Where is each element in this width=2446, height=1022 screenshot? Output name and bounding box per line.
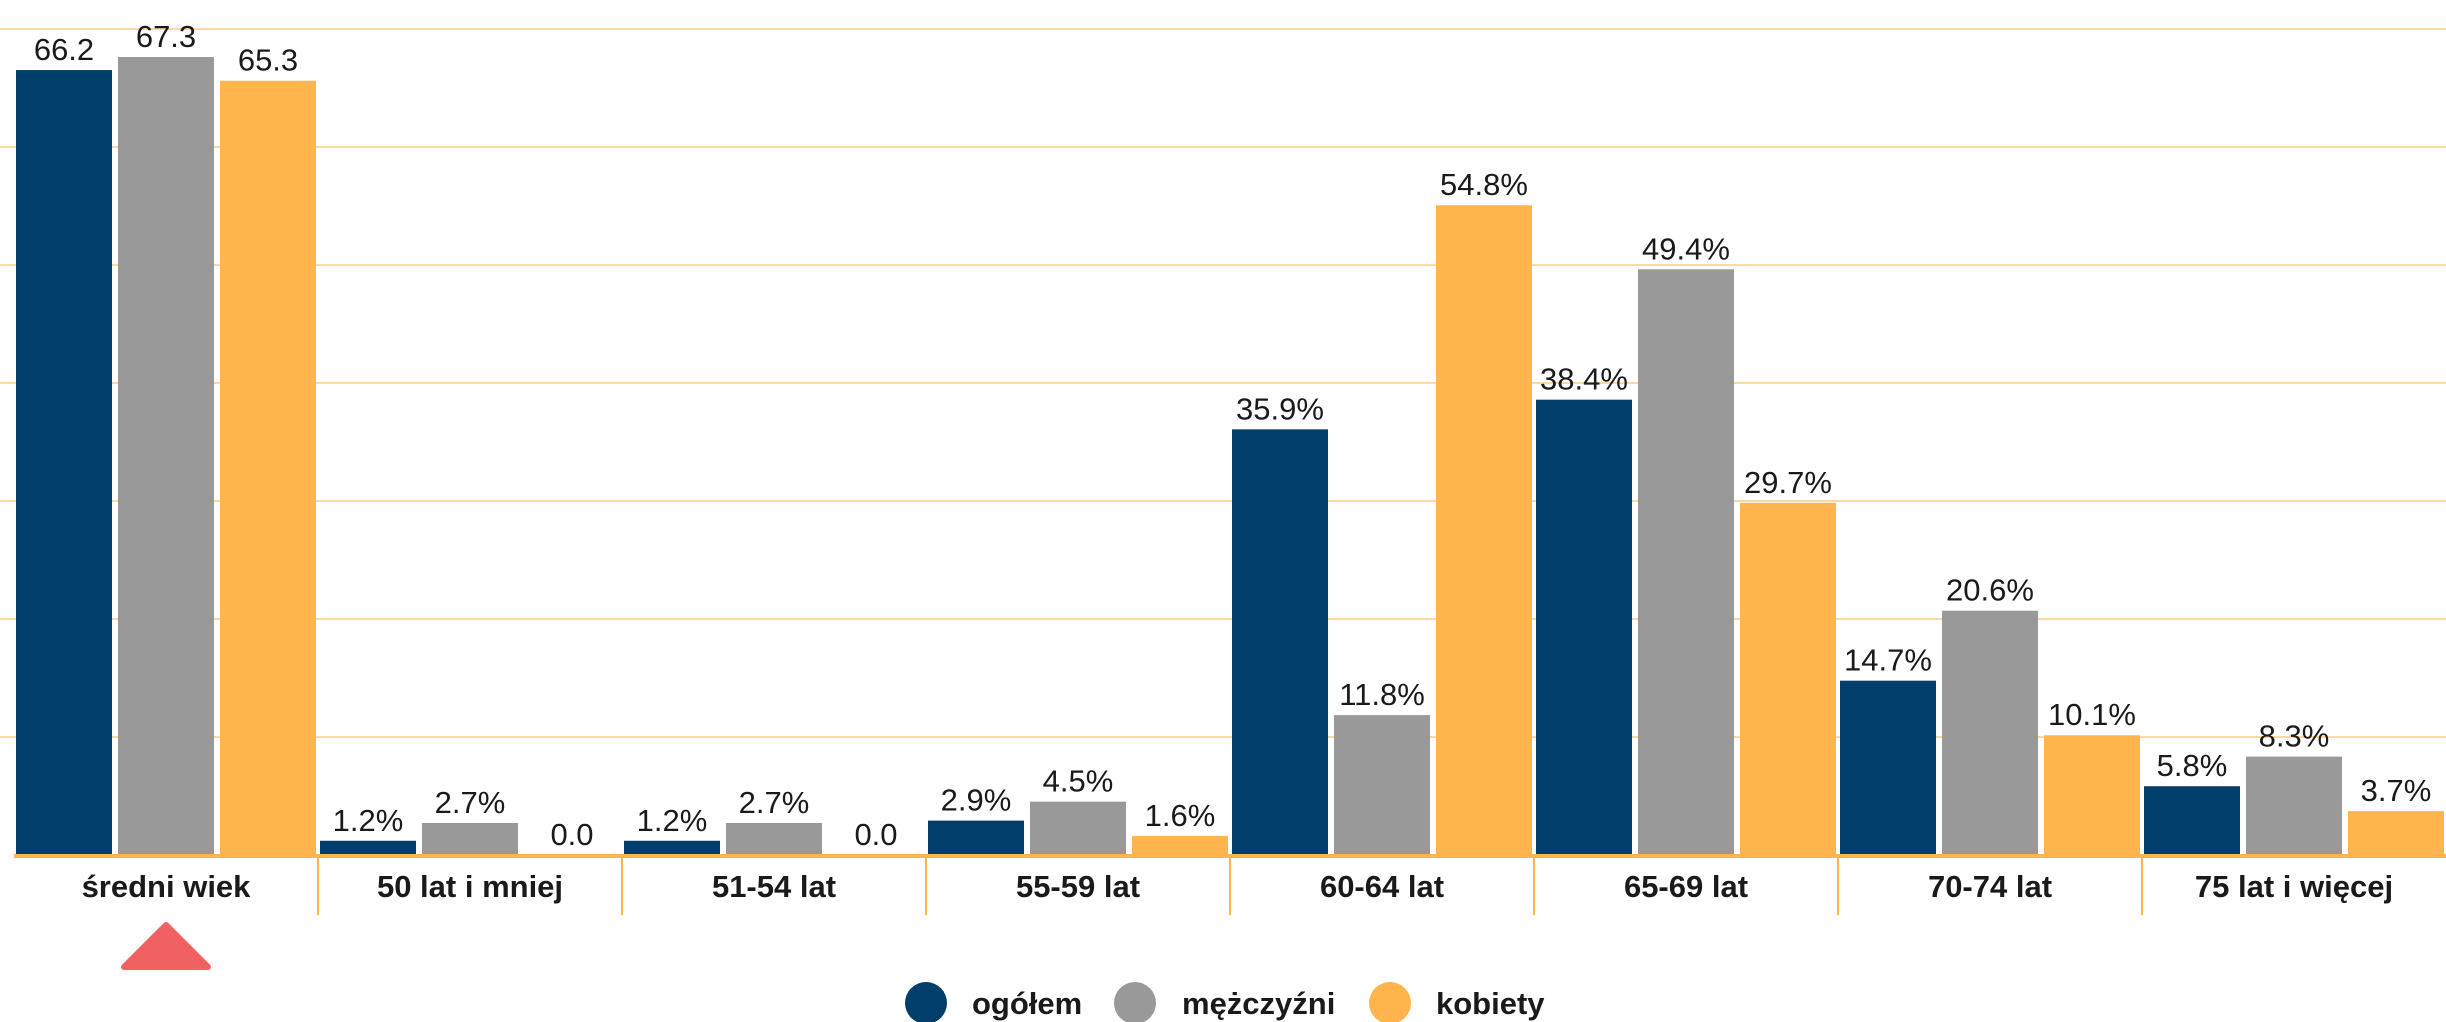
value-label: 2.7%: [435, 785, 506, 820]
bar-ogółem-2: [624, 840, 720, 855]
category-labels: średni wiek 50 lat i mniej 51-54 lat 55-59 …: [82, 869, 2394, 904]
bar-ogółem-0: [16, 70, 112, 856]
bar-kobiety-6: [2044, 735, 2140, 855]
gridlines: [0, 28, 2446, 738]
bar-mężczyźni-2: [726, 822, 822, 855]
value-labels: 66.2 67.3 65.3 1.2% 2.7% 0.0 1.2% 2.7% 0.0 2.9% 4.…: [34, 19, 2432, 852]
value-label: 3.7%: [2361, 773, 2432, 808]
value-label: 11.8%: [1339, 677, 1425, 712]
value-label: 66.2: [34, 32, 94, 67]
category-label: 51-54 lat: [712, 869, 836, 904]
bar-mężczyźni-5: [1638, 269, 1734, 855]
bar-kobiety-3: [1132, 836, 1228, 855]
bar-mężczyźni-0: [118, 57, 214, 856]
legend-label: mężczyźni: [1182, 986, 1335, 1021]
legend: ogółem mężczyźni kobiety: [905, 982, 1545, 1022]
marker: [121, 922, 211, 970]
value-label: 14.7%: [1844, 643, 1932, 678]
bar-ogółem-7: [2144, 786, 2240, 855]
bars: [16, 57, 2444, 856]
value-label: 29.7%: [1744, 465, 1832, 500]
value-label: 54.8%: [1440, 167, 1528, 202]
value-label: 67.3: [136, 19, 196, 54]
value-label: 5.8%: [2157, 748, 2228, 783]
value-label: 4.5%: [1043, 764, 1114, 799]
category-label: średni wiek: [82, 869, 252, 904]
value-label: 35.9%: [1236, 391, 1324, 426]
value-label: 1.6%: [1145, 798, 1216, 833]
bar-kobiety-0: [220, 80, 316, 855]
bar-ogółem-6: [1840, 680, 1936, 855]
category-label: 65-69 lat: [1624, 869, 1748, 904]
x-axis: [14, 854, 2446, 915]
bar-kobiety-7: [2348, 811, 2444, 855]
value-label: 2.9%: [941, 783, 1012, 818]
bar-ogółem-3: [928, 820, 1024, 855]
value-label: 49.4%: [1642, 231, 1730, 266]
marker-triangle-icon: [121, 922, 211, 970]
legend-swatch-ogółem: [905, 982, 947, 1022]
value-label: 38.4%: [1540, 362, 1628, 397]
legend-label: kobiety: [1436, 986, 1545, 1021]
bar-ogółem-4: [1232, 429, 1328, 855]
bar-mężczyźni-1: [422, 822, 518, 855]
value-label: 2.7%: [739, 785, 810, 820]
bar-ogółem-5: [1536, 399, 1632, 855]
value-label: 1.2%: [637, 803, 708, 838]
value-label: 20.6%: [1946, 573, 2034, 608]
bar-ogółem-1: [320, 840, 416, 855]
legend-swatch-mężczyźni: [1114, 982, 1156, 1022]
value-label: 65.3: [238, 43, 298, 78]
legend-label: ogółem: [972, 986, 1082, 1021]
category-label: 70-74 lat: [1928, 869, 2052, 904]
legend-swatch-kobiety: [1369, 982, 1411, 1022]
bar-mężczyźni-7: [2246, 756, 2342, 855]
value-label: 0.0: [854, 817, 897, 852]
bar-kobiety-5: [1740, 502, 1836, 855]
category-label: 75 lat i więcej: [2195, 869, 2393, 904]
bar-kobiety-4: [1436, 205, 1532, 855]
bar-mężczyźni-4: [1334, 715, 1430, 855]
value-label: 1.2%: [333, 803, 404, 838]
bar-mężczyźni-3: [1030, 801, 1126, 855]
bar-mężczyźni-6: [1942, 610, 2038, 855]
category-label: 55-59 lat: [1016, 869, 1140, 904]
value-label: 8.3%: [2259, 719, 2330, 754]
category-label: 50 lat i mniej: [377, 869, 563, 904]
value-label: 10.1%: [2048, 697, 2136, 732]
category-label: 60-64 lat: [1320, 869, 1444, 904]
value-label: 0.0: [550, 817, 593, 852]
